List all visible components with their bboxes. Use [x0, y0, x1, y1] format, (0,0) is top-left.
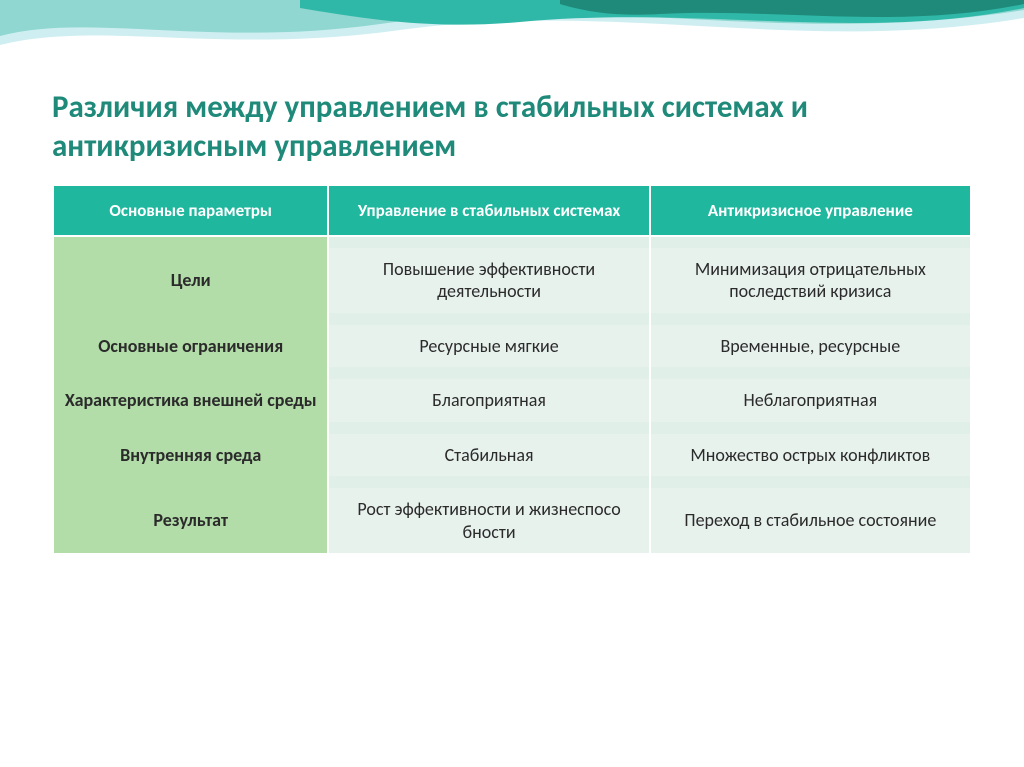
cell-stable: Повышение эффективности деятельности — [328, 248, 649, 313]
spacer-row — [53, 476, 971, 488]
cell-stable: Ресурсные мягкие — [328, 325, 649, 368]
spacer-row — [53, 422, 971, 434]
cell-stable: Рост эффективности и жизнеспосо бности — [328, 488, 649, 553]
cell-stable: Стабильная — [328, 434, 649, 477]
spacer-row — [53, 313, 971, 325]
row-label: Внутренняя среда — [53, 434, 328, 477]
table-row: Внутренняя среда Стабильная Множество ос… — [53, 434, 971, 477]
row-label: Результат — [53, 488, 328, 553]
row-label: Основные ограничения — [53, 325, 328, 368]
col-header-params: Основные параметры — [53, 185, 328, 236]
slide-title: Различия между управлением в стабильных … — [52, 88, 972, 166]
row-label: Цели — [53, 248, 328, 313]
cell-crisis: Множество острых конфликтов — [650, 434, 971, 477]
comparison-table: Основные параметры Управление в стабильн… — [52, 184, 972, 554]
cell-crisis: Временные, ресурсные — [650, 325, 971, 368]
col-header-crisis: Антикризисное управление — [650, 185, 971, 236]
table-row: Основные ограничения Ресурсные мягкие Вр… — [53, 325, 971, 368]
table-row: Результат Рост эффективности и жизнеспос… — [53, 488, 971, 553]
row-label: Характеристика внешней среды — [53, 379, 328, 422]
cell-crisis: Переход в стабильное состояние — [650, 488, 971, 553]
cell-stable: Благоприятная — [328, 379, 649, 422]
table-row: Характеристика внешней среды Благоприятн… — [53, 379, 971, 422]
cell-crisis: Минимизация отрицательных последствий кр… — [650, 248, 971, 313]
table-header-row: Основные параметры Управление в стабильн… — [53, 185, 971, 236]
table-row: Цели Повышение эффективности деятельност… — [53, 248, 971, 313]
spacer-row — [53, 236, 971, 248]
cell-crisis: Неблагоприятная — [650, 379, 971, 422]
col-header-stable: Управление в стабильных системах — [328, 185, 649, 236]
spacer-row — [53, 367, 971, 379]
